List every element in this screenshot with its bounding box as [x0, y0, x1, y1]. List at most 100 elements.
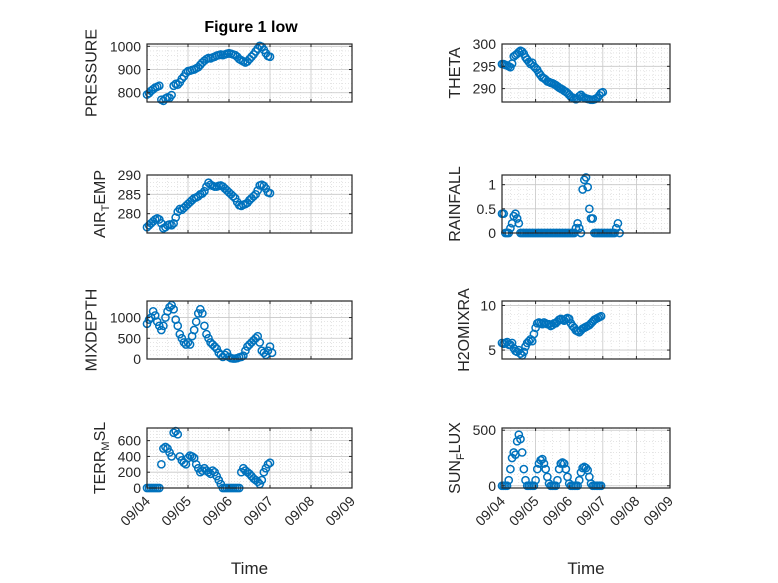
data-point	[159, 321, 168, 331]
data-series	[142, 300, 277, 363]
data-point	[148, 307, 158, 316]
data-point	[173, 80, 183, 89]
data-point	[574, 475, 584, 485]
data-point	[512, 214, 522, 223]
data-point	[553, 475, 562, 485]
data-point	[159, 444, 168, 453]
data-point	[175, 329, 185, 339]
data-point	[613, 218, 623, 228]
x-tick-label: 09/09	[640, 493, 676, 529]
data-point	[167, 220, 176, 230]
y-tick-label: 0	[488, 478, 496, 494]
data-point	[144, 315, 154, 324]
data-point	[524, 336, 534, 346]
y-axis-label: SUNFLUX	[447, 422, 467, 494]
y-tick-label: 400	[118, 448, 142, 464]
data-point	[195, 304, 205, 314]
y-axis-label: H2OMIXRA	[456, 288, 473, 372]
data-series	[142, 178, 275, 233]
data-point	[573, 218, 582, 228]
data-point	[259, 348, 269, 358]
data-point	[200, 186, 209, 196]
y-tick-label: 280	[118, 206, 142, 222]
y-tick-label: 285	[118, 186, 142, 202]
data-point	[596, 481, 606, 491]
data-point	[181, 340, 191, 349]
data-point	[531, 475, 540, 485]
data-series	[497, 430, 606, 491]
data-point	[167, 90, 176, 100]
data-point	[154, 81, 164, 91]
data-point	[519, 464, 529, 474]
y-tick-label: 10	[480, 297, 496, 313]
data-point	[265, 52, 275, 62]
x-tick-label: 09/04	[117, 493, 153, 529]
data-point	[167, 452, 176, 461]
axes-box	[146, 427, 353, 489]
x-tick-label: 09/07	[240, 493, 276, 529]
data-point	[253, 477, 263, 487]
data-point	[169, 304, 178, 314]
data-point	[157, 459, 166, 469]
data-point	[541, 464, 551, 474]
data-point	[506, 223, 515, 233]
y-axis-label: THETA	[447, 47, 464, 99]
data-point	[504, 475, 514, 485]
data-point	[585, 204, 594, 214]
data-point	[267, 348, 277, 358]
x-tick-label: 09/04	[472, 493, 508, 529]
y-tick-label: 500	[118, 330, 142, 346]
data-point	[517, 448, 527, 457]
data-point	[559, 459, 569, 468]
data-point	[583, 182, 593, 192]
x-tick-label: 09/08	[281, 493, 317, 529]
data-point	[200, 321, 209, 331]
data-point	[581, 173, 591, 182]
data-point	[208, 466, 217, 475]
axes-box	[146, 43, 353, 103]
data-point	[539, 459, 549, 468]
data-point	[185, 340, 195, 349]
subplot-rainfall: 0 0.5 1 RAINFALL	[447, 166, 671, 242]
data-point	[247, 52, 256, 62]
data-point	[222, 348, 232, 358]
data-point	[173, 429, 183, 439]
data-point	[507, 338, 517, 348]
data-point	[265, 458, 275, 468]
data-point	[514, 47, 524, 57]
y-tick-label: 500	[473, 422, 497, 438]
data-point	[499, 209, 509, 219]
y-tick-label: 5	[488, 342, 496, 358]
y-axis-label: PRESSURE	[84, 29, 101, 117]
data-point	[204, 467, 213, 477]
x-tick-label: 09/06	[539, 493, 575, 529]
data-point	[154, 321, 164, 331]
axes-box	[501, 427, 671, 489]
y-tick-label: 0	[133, 351, 141, 367]
y-tick-label: 1000	[110, 38, 141, 54]
data-point	[187, 452, 197, 461]
data-point	[532, 464, 542, 474]
y-tick-label: 1	[488, 177, 496, 193]
data-point	[561, 464, 571, 474]
y-tick-label: 600	[118, 433, 142, 449]
y-axis-label: AIRTEMP	[92, 170, 112, 238]
data-point	[255, 338, 265, 347]
data-point	[177, 333, 187, 343]
data-point	[511, 209, 520, 219]
data-point	[202, 329, 211, 339]
data-point	[212, 344, 222, 353]
data-point	[241, 346, 250, 356]
x-tick-label: 09/07	[573, 493, 609, 529]
data-point	[152, 317, 162, 327]
subplot-pressure: 800 900 1000 PRESSURE	[84, 29, 353, 117]
axes-box	[501, 174, 671, 234]
axes-box	[501, 300, 671, 360]
data-point	[581, 463, 591, 473]
subplot-mixdepth: 0 500 1000 MIXDEPTH	[84, 289, 353, 371]
y-axis-label: RAINFALL	[447, 166, 464, 242]
x-axis-label: Time	[567, 559, 604, 578]
